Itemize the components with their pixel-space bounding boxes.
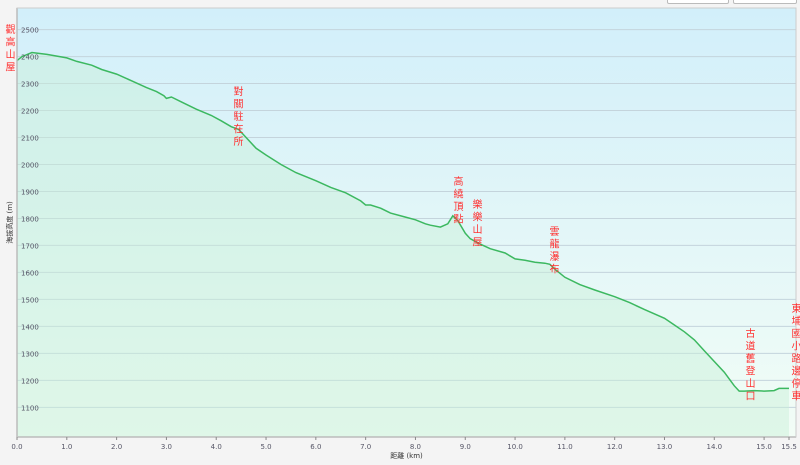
waypoint-label: 雲龍瀑布 <box>547 226 558 276</box>
waypoint-label: 古道舊登山口 <box>743 328 754 403</box>
y-tick-label: 1200 <box>21 377 39 385</box>
y-tick-label: 2200 <box>21 108 39 116</box>
elevation-line <box>16 51 789 392</box>
y-tick-label: 2000 <box>21 161 39 169</box>
x-tick-label: 3.0 <box>161 443 172 451</box>
y-tick-label: 1900 <box>21 188 39 196</box>
legend-box-1[interactable] <box>667 0 729 4</box>
y-tick-label: 2500 <box>21 27 39 35</box>
waypoint-label: 高繞頂點 <box>451 176 462 226</box>
x-tick-label: 2.0 <box>111 443 122 451</box>
y-tick-label: 2400 <box>21 54 39 62</box>
x-tick-label: 7.0 <box>360 443 371 451</box>
x-tick-label: 0.0 <box>11 443 22 451</box>
legend-box-2[interactable] <box>733 0 797 4</box>
y-tick-label: 1400 <box>21 323 39 331</box>
x-axis-label: 距離 (km) <box>390 451 423 460</box>
y-tick-label: 1800 <box>21 215 39 223</box>
x-tick-label: 15.0 <box>756 443 772 451</box>
waypoint-label: 樂樂山屋 <box>470 199 481 249</box>
x-tick-label: 11.0 <box>557 443 573 451</box>
waypoint-label: 東埔國小路邊停車 <box>789 303 800 403</box>
plot-background <box>17 8 796 437</box>
y-axis-label: 海拔高度 (m) <box>5 201 14 244</box>
y-tick-label: 1500 <box>21 296 39 304</box>
x-tick-label: 4.0 <box>211 443 222 451</box>
x-tick-label: 12.0 <box>607 443 623 451</box>
x-tick-label: 10.0 <box>507 443 523 451</box>
waypoint-label: 觀高山屋 <box>3 24 14 74</box>
plot-border <box>16 7 797 438</box>
x-tick-label: 1.0 <box>61 443 72 451</box>
elevation-area <box>17 52 789 437</box>
y-tick-label: 2100 <box>21 135 39 143</box>
y-tick-label: 1100 <box>21 404 39 412</box>
y-tick-label: 1600 <box>21 269 39 277</box>
x-tick-label: 8.0 <box>410 443 421 451</box>
x-tick-label: 15.5 <box>781 443 797 451</box>
y-tick-label: 1700 <box>21 242 39 250</box>
waypoint-label: 對關駐在所 <box>231 86 242 149</box>
x-tick-label: 6.0 <box>310 443 321 451</box>
y-tick-label: 1300 <box>21 350 39 358</box>
y-tick-label: 2300 <box>21 81 39 89</box>
x-tick-label: 9.0 <box>460 443 471 451</box>
x-tick-label: 14.0 <box>706 443 722 451</box>
x-tick-label: 5.0 <box>260 443 271 451</box>
x-tick-label: 13.0 <box>657 443 673 451</box>
